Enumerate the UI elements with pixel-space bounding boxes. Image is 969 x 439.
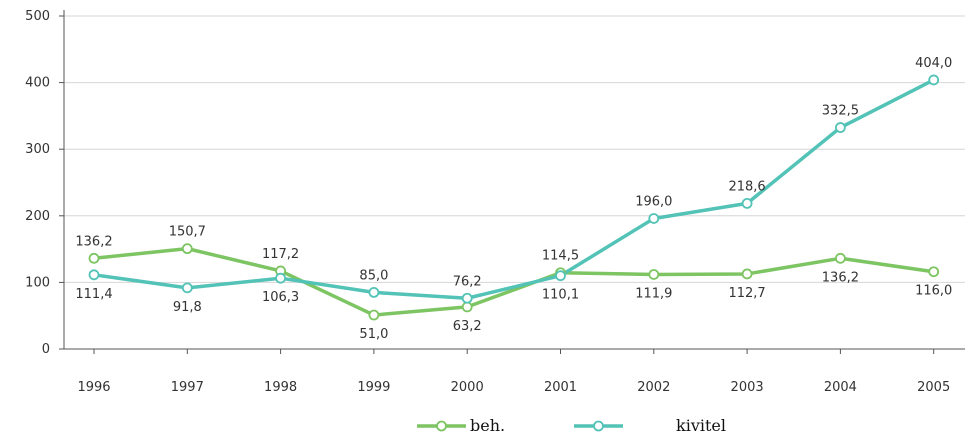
- data-point-beh: [461, 301, 473, 313]
- x-tick-label: 1998: [264, 380, 297, 395]
- data-label-kivitel: 106,3: [262, 290, 299, 305]
- x-tick-label: 2004: [824, 380, 857, 395]
- x-tick-label: 2003: [731, 380, 764, 395]
- data-label-beh: 63,2: [453, 319, 482, 334]
- x-tick-label: 2000: [451, 380, 484, 395]
- data-label-beh: 136,2: [75, 234, 112, 249]
- data-point-kivitel: [181, 282, 193, 294]
- y-tick-label: 300: [25, 142, 50, 157]
- data-point-beh: [741, 268, 753, 280]
- data-point-kivitel: [555, 270, 566, 282]
- data-point-beh: [88, 252, 100, 264]
- data-point-beh: [648, 269, 660, 280]
- data-point-beh: [368, 309, 380, 321]
- data-label-beh: 116,0: [915, 284, 952, 299]
- data-label-beh: 112,7: [728, 286, 765, 301]
- data-point-kivitel: [741, 198, 753, 209]
- data-label-kivitel: 110,1: [542, 288, 579, 303]
- series-line-kivitel: [92, 78, 936, 301]
- y-tick-label: 100: [25, 275, 50, 290]
- y-tick-label: 400: [25, 76, 50, 91]
- data-point-kivitel: [835, 122, 846, 133]
- x-tick-label: 2002: [637, 380, 670, 395]
- x-tick-label: 2005: [917, 380, 950, 395]
- data-point-beh: [835, 252, 846, 264]
- x-tick-label: 1999: [357, 380, 390, 395]
- data-label-kivitel: 111,4: [75, 287, 112, 302]
- data-label-kivitel: 332,5: [822, 104, 859, 119]
- data-label-kivitel: 85,0: [359, 268, 388, 283]
- data-point-beh: [928, 266, 940, 278]
- data-point-kivitel: [275, 272, 287, 284]
- legend-marker-kivitel: [593, 420, 604, 432]
- legend-label-beh: beh.: [470, 416, 505, 435]
- y-tick-label: 500: [25, 9, 50, 24]
- x-tick-label: 1997: [171, 380, 204, 395]
- data-label-beh: 150,7: [169, 225, 206, 240]
- data-label-kivitel: 218,6: [728, 179, 765, 194]
- data-label-kivitel: 404,0: [915, 56, 952, 71]
- y-tick-label: 0: [42, 342, 50, 357]
- y-tick-label: 200: [25, 209, 50, 224]
- data-label-beh: 117,2: [262, 247, 299, 262]
- data-point-kivitel: [88, 269, 100, 281]
- data-label-kivitel: 91,8: [173, 300, 202, 315]
- data-point-beh: [181, 243, 193, 255]
- data-point-kivitel: [928, 74, 940, 86]
- data-point-kivitel: [648, 213, 660, 224]
- data-label-beh: 136,2: [822, 270, 859, 285]
- x-tick-label: 2001: [544, 380, 577, 395]
- legend-label-kivitel: kivitel: [676, 416, 726, 435]
- data-label-kivitel: 76,2: [453, 274, 482, 289]
- data-label-kivitel: 196,0: [635, 194, 672, 209]
- data-label-beh: 111,9: [635, 286, 672, 301]
- legend-marker-beh: [436, 420, 447, 432]
- series-line-beh: [92, 246, 936, 317]
- data-label-beh: 51,0: [359, 327, 388, 342]
- data-point-kivitel: [368, 286, 380, 298]
- data-point-kivitel: [461, 292, 473, 304]
- x-tick-label: 1996: [77, 380, 110, 395]
- data-label-beh: 114,5: [542, 249, 579, 264]
